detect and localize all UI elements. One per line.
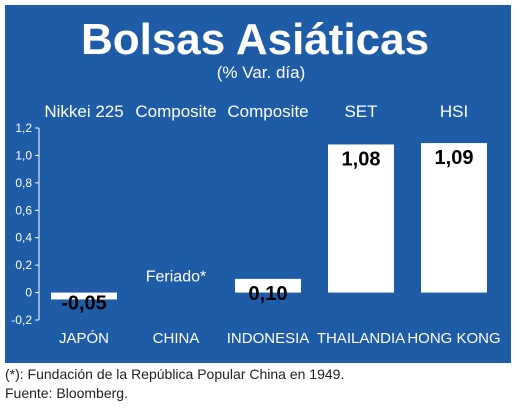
footnote: (*): Fundación de la República Popular C…	[5, 366, 345, 382]
y-tick-label: 0	[25, 286, 32, 300]
chart-panel: Bolsas Asiáticas (% Var. día) Nikkei 225…	[5, 5, 511, 363]
country-label: JAPÓN	[59, 330, 109, 347]
y-tick-label: -0,2	[11, 313, 32, 327]
country-label: INDONESIA	[227, 330, 310, 347]
y-tick-label: 0,8	[15, 176, 32, 190]
bar-value-label: 1,09	[435, 147, 474, 169]
bar	[51, 292, 117, 300]
chart-subtitle: (% Var. día)	[217, 63, 306, 82]
index-name-label: Composite	[227, 102, 308, 121]
bar-value-label: 0,10	[249, 283, 288, 305]
y-tick-label: 0,4	[15, 231, 32, 245]
source-note: Fuente: Bloomberg.	[5, 385, 128, 401]
index-name-label: SET	[344, 102, 377, 121]
country-label: HONG KONG	[407, 330, 500, 347]
bar-value-label: 1,08	[342, 148, 381, 170]
bar	[421, 143, 487, 293]
index-name-label: Nikkei 225	[44, 102, 123, 121]
bar	[235, 278, 301, 293]
y-tick-label: 0,2	[15, 258, 32, 272]
y-tick-label: 1,0	[15, 148, 32, 162]
country-label: CHINA	[153, 330, 200, 347]
country-label: THAILANDIA	[317, 330, 405, 347]
index-name-label: Composite	[135, 102, 216, 121]
bar-chart: Bolsas Asiáticas (% Var. día) Nikkei 225…	[11, 15, 500, 347]
holiday-annotation: Feriado*	[146, 269, 206, 286]
bar-value-label: -0,05	[61, 293, 107, 315]
y-tick-label: 0,6	[15, 203, 32, 217]
y-tick-label: 1,2	[15, 121, 32, 135]
bar	[328, 144, 394, 293]
chart-title: Bolsas Asiáticas	[81, 15, 429, 64]
index-name-label: HSI	[440, 102, 468, 121]
